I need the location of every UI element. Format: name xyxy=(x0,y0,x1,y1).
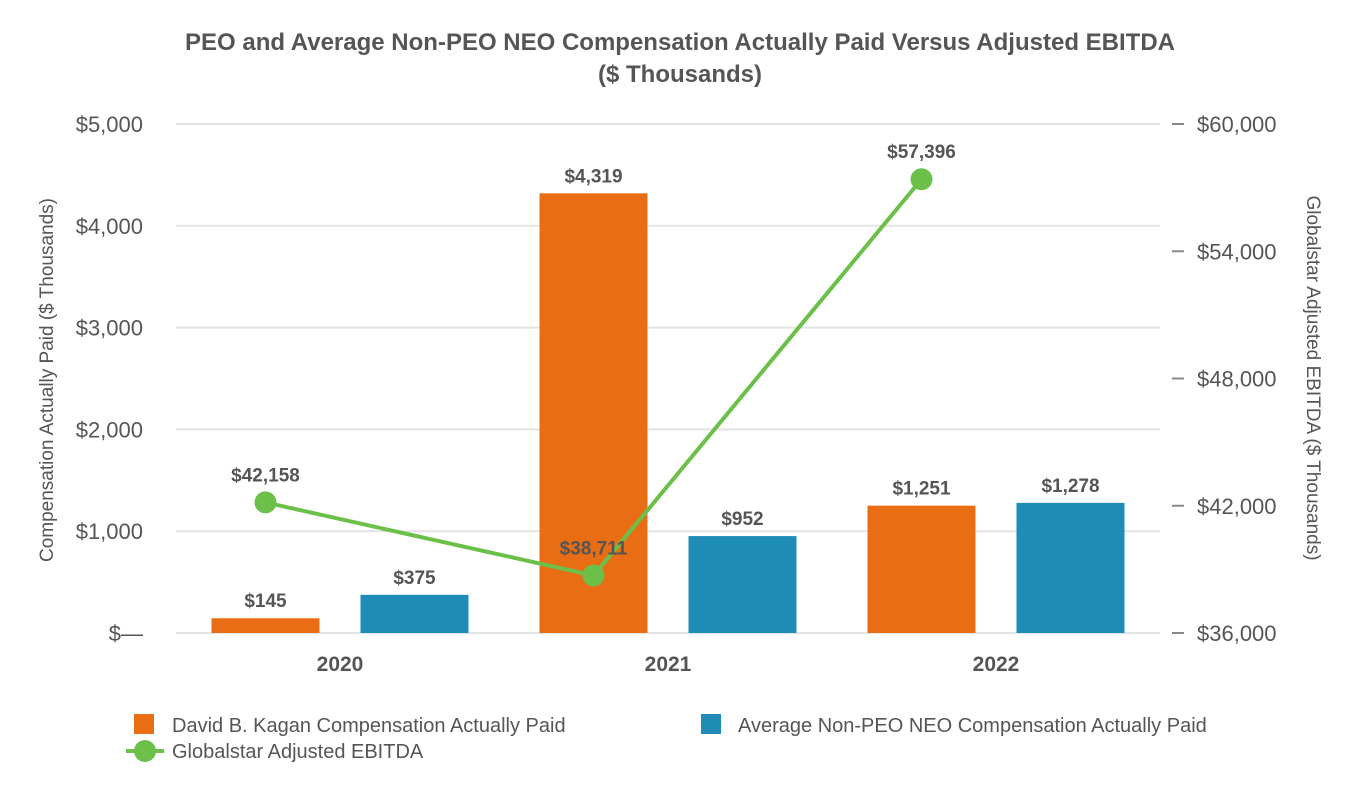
left-tick-label: $1,000 xyxy=(76,519,143,544)
legend-swatch-kagan xyxy=(134,714,154,734)
legend: David B. Kagan Compensation Actually Pai… xyxy=(126,714,1207,763)
ebitda-point-2021 xyxy=(582,564,605,587)
bar-non-peo-2022 xyxy=(1016,502,1125,633)
legend-label-kagan: David B. Kagan Compensation Actually Pai… xyxy=(172,715,566,737)
legend-label-ebitda: Globalstar Adjusted EBITDA xyxy=(172,741,424,763)
left-tick-label: $3,000 xyxy=(76,316,143,341)
left-tick-label: $— xyxy=(109,621,143,646)
legend-label-non-peo: Average Non-PEO NEO Compensation Actuall… xyxy=(738,715,1207,737)
right-tick-label: $36,000 xyxy=(1197,621,1277,646)
right-axis-label: Globalstar Adjusted EBITDA ($ Thousands) xyxy=(1302,195,1323,560)
ebitda-value-label: $57,396 xyxy=(887,142,956,163)
ebitda-line xyxy=(254,168,933,587)
bar-kagan-2022 xyxy=(867,505,976,633)
right-tick-label: $60,000 xyxy=(1197,112,1277,137)
right-tick-label: $42,000 xyxy=(1197,494,1277,519)
ebitda-value-label: $38,711 xyxy=(560,539,628,560)
ebitda-value-label: $42,158 xyxy=(231,465,300,486)
left-tick-label: $5,000 xyxy=(76,112,143,137)
left-tick-label: $2,000 xyxy=(76,417,143,442)
data-labels: $145 $375 $4,319 $952 $1,251 $1,278 $42,158 $38… xyxy=(231,142,1099,612)
bar-kagan-2021 xyxy=(539,193,648,633)
gridlines xyxy=(176,123,1160,634)
right-tick-label: $48,000 xyxy=(1197,367,1277,392)
bar-value-label: $1,278 xyxy=(1041,476,1099,497)
category-label-2020: 2020 xyxy=(317,653,364,676)
left-axis-ticks: $— $1,000 $2,000 $3,000 $4,000 $5,000 xyxy=(76,112,143,646)
bar-kagan-2020 xyxy=(211,618,320,633)
legend-swatch-non-peo xyxy=(701,714,721,734)
right-tick-label: $54,000 xyxy=(1197,239,1277,264)
bar-value-label: $145 xyxy=(244,591,287,612)
bar-non-peo-2021 xyxy=(688,536,797,633)
category-label-2022: 2022 xyxy=(973,653,1020,676)
right-axis-ticks: $36,000 $42,000 $48,000 $54,000 $60,000 xyxy=(1172,112,1277,646)
left-tick-label: $4,000 xyxy=(76,214,143,239)
bar-non-peo-2020 xyxy=(360,594,469,633)
ebitda-point-2022 xyxy=(910,168,933,191)
chart-subtitle: ($ Thousands) xyxy=(598,61,762,88)
left-axis-label: Compensation Actually Paid ($ Thousands) xyxy=(37,198,58,562)
ebitda-point-2020 xyxy=(254,491,277,514)
bar-value-label: $952 xyxy=(721,509,763,530)
category-label-2021: 2021 xyxy=(645,653,692,676)
legend-marker-ebitda xyxy=(134,740,156,762)
chart-title: PEO and Average Non-PEO NEO Compensation… xyxy=(185,29,1175,56)
bar-value-label: $375 xyxy=(393,568,436,589)
bars xyxy=(211,193,1125,633)
category-labels: 2020 2021 2022 xyxy=(317,653,1020,676)
bar-value-label: $1,251 xyxy=(892,479,951,500)
bar-value-label: $4,319 xyxy=(564,166,622,187)
